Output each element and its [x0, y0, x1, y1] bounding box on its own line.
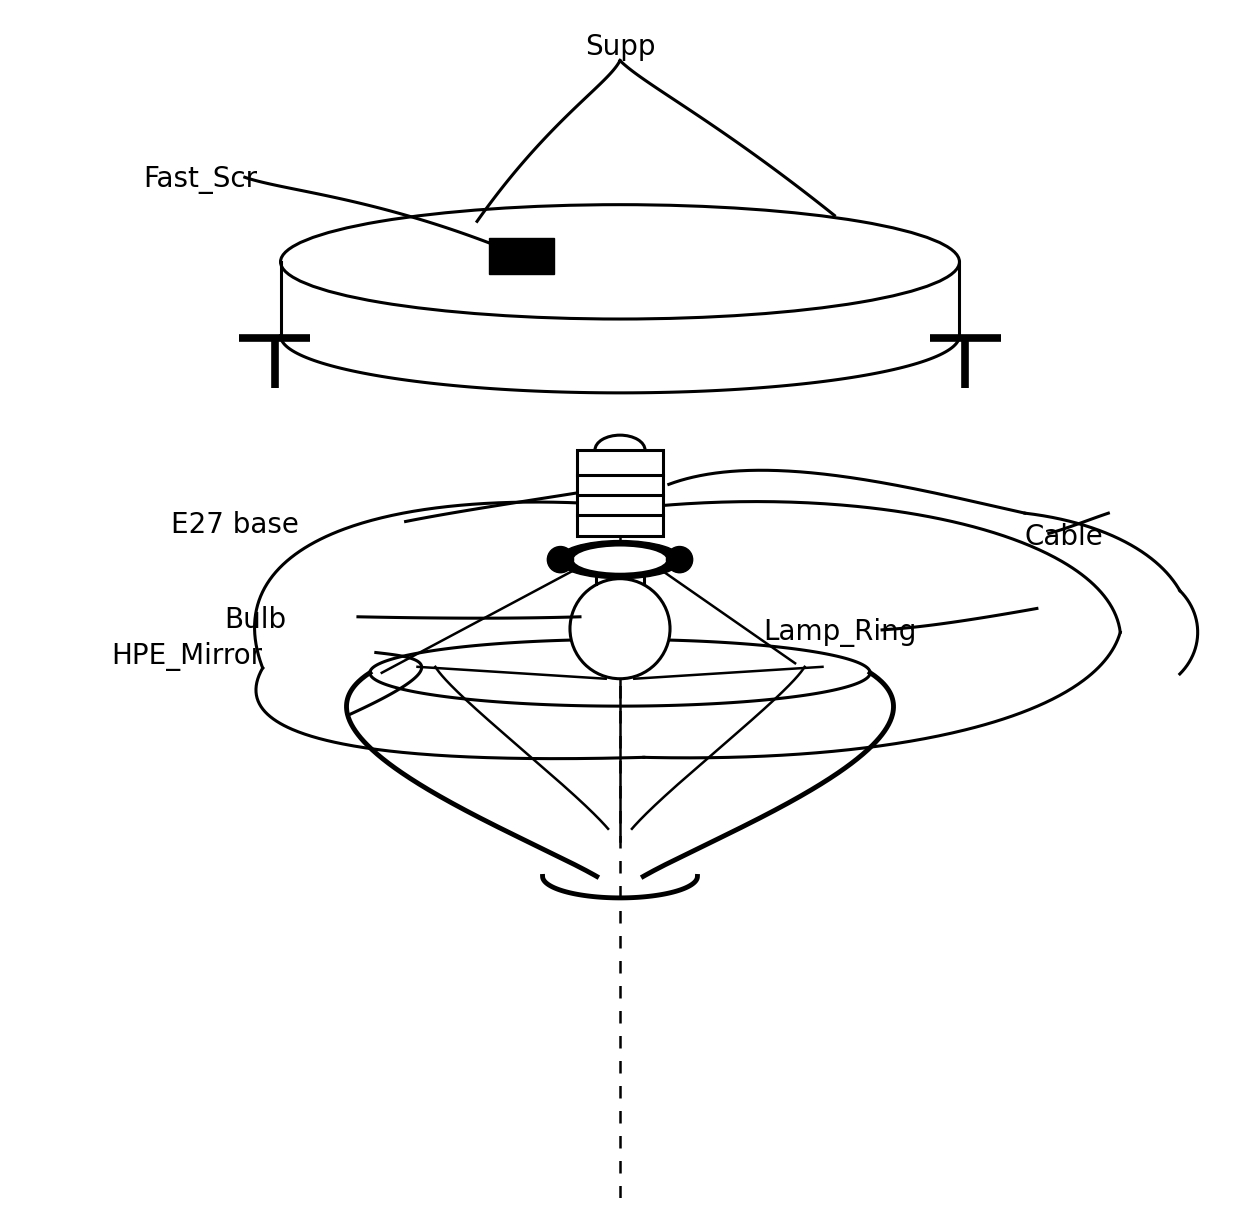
Text: Bulb: Bulb [224, 606, 286, 634]
Ellipse shape [558, 541, 682, 578]
Bar [280, 261, 960, 336]
Text: Fast_Scr: Fast_Scr [144, 165, 258, 194]
Text: Cable: Cable [1025, 523, 1104, 551]
Text: E27 base: E27 base [171, 511, 299, 539]
Circle shape [666, 547, 693, 572]
Bar [489, 239, 554, 274]
Text: Lamp_Ring: Lamp_Ring [763, 618, 916, 647]
Circle shape [547, 547, 574, 572]
Text: Supp: Supp [585, 33, 655, 60]
Circle shape [570, 578, 670, 678]
Ellipse shape [574, 547, 666, 572]
Ellipse shape [280, 205, 960, 319]
Bar [577, 449, 663, 536]
Text: HPE_Mirror: HPE_Mirror [112, 641, 263, 671]
Bar [577, 449, 663, 536]
